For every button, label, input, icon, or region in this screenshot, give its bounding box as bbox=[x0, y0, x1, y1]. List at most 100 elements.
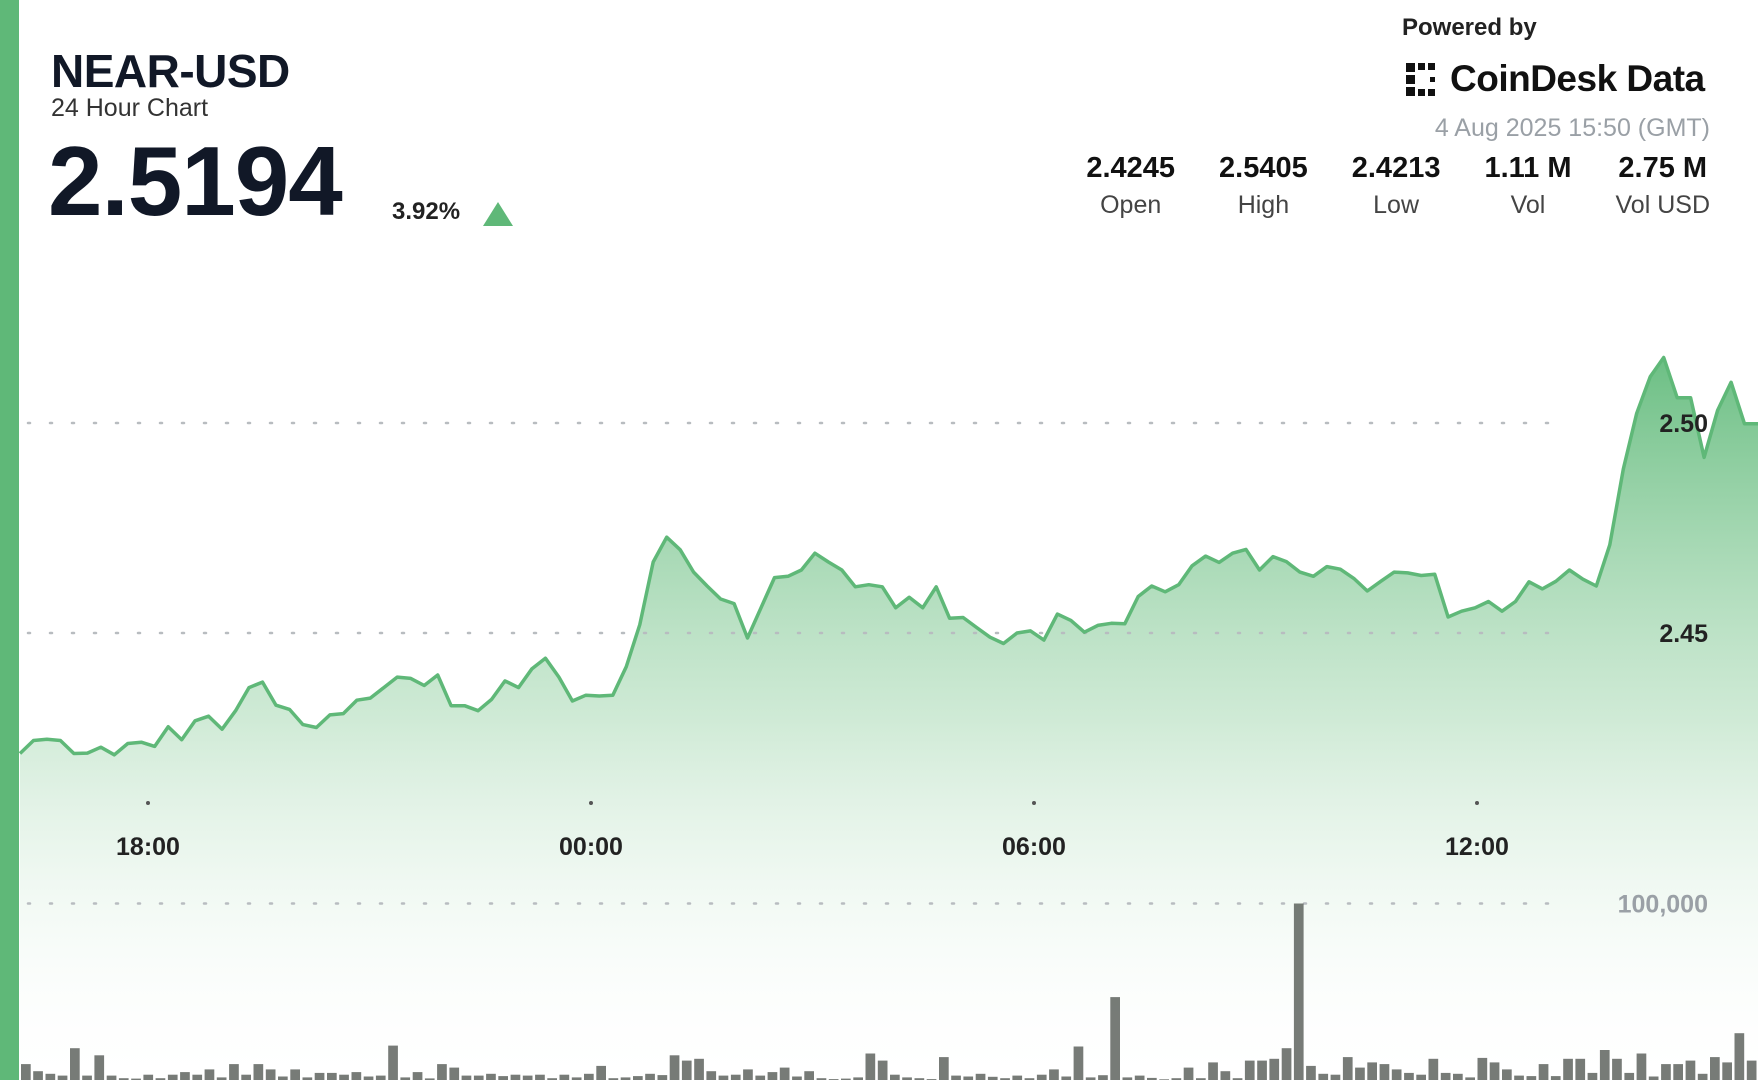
stat-volume: 1.11 M Vol bbox=[1484, 152, 1571, 220]
stat-open: 2.4245 Open bbox=[1086, 152, 1175, 220]
volume-bar bbox=[1734, 1033, 1745, 1080]
volume-bar bbox=[510, 1074, 521, 1080]
volume-bar bbox=[1110, 997, 1120, 1080]
stat-high: 2.5405 High bbox=[1219, 152, 1308, 220]
stat-value: 1.11 M bbox=[1484, 152, 1572, 184]
up-arrow-icon bbox=[483, 202, 513, 226]
volume-bar bbox=[1012, 1075, 1023, 1080]
volume-bar bbox=[1661, 1064, 1671, 1080]
volume-bar bbox=[241, 1074, 251, 1080]
volume-bar bbox=[804, 1071, 814, 1080]
volume-bar bbox=[963, 1076, 974, 1080]
volume-bar bbox=[1257, 1060, 1267, 1080]
volume-bar bbox=[1232, 1078, 1243, 1080]
x-tick-label: 18:00 bbox=[116, 833, 180, 861]
volume-bar bbox=[1612, 1058, 1622, 1080]
volume-bar bbox=[216, 1077, 227, 1080]
volume-bar bbox=[192, 1074, 203, 1080]
volume-bar bbox=[694, 1058, 704, 1080]
volume-bar bbox=[853, 1077, 863, 1080]
volume-bar bbox=[1636, 1053, 1647, 1080]
volume-bar bbox=[1453, 1073, 1463, 1080]
volume-bar bbox=[669, 1055, 680, 1080]
volume-bar bbox=[1673, 1064, 1683, 1080]
volume-bar bbox=[706, 1071, 717, 1080]
volume-bar bbox=[1477, 1057, 1488, 1080]
volume-bar bbox=[363, 1076, 374, 1080]
volume-bar bbox=[645, 1073, 655, 1080]
volume-bar bbox=[1624, 1072, 1635, 1080]
volume-bar bbox=[620, 1077, 631, 1080]
volume-bar bbox=[1220, 1071, 1231, 1080]
volume-bar bbox=[155, 1078, 166, 1080]
stat-label: Vol bbox=[1510, 191, 1546, 219]
volume-bar bbox=[204, 1069, 215, 1080]
volume-bar bbox=[1526, 1076, 1537, 1080]
volume-bar bbox=[1073, 1046, 1084, 1080]
volume-bar bbox=[424, 1078, 435, 1080]
volume-bar bbox=[681, 1060, 692, 1080]
volume-bar bbox=[339, 1074, 349, 1080]
volume-bar bbox=[1330, 1074, 1341, 1080]
stat-value: 2.5405 bbox=[1219, 152, 1308, 184]
volume-bar bbox=[461, 1075, 472, 1080]
volume-bar bbox=[1648, 1076, 1659, 1080]
current-price: 2.5194 bbox=[48, 126, 343, 236]
volume-bar bbox=[1575, 1058, 1586, 1080]
volume-bar bbox=[755, 1075, 766, 1080]
volume-bar bbox=[535, 1074, 545, 1080]
volume-bar bbox=[1722, 1062, 1732, 1080]
volume-bar bbox=[743, 1069, 753, 1080]
volume-bar bbox=[1061, 1076, 1072, 1080]
volume-bar bbox=[351, 1072, 362, 1080]
symbol-title: NEAR-USD bbox=[51, 45, 290, 97]
volume-bar bbox=[1183, 1067, 1194, 1080]
volume-bar bbox=[779, 1067, 790, 1080]
volume-bar bbox=[278, 1076, 288, 1080]
volume-bar bbox=[987, 1076, 998, 1080]
volume-bar bbox=[939, 1057, 949, 1080]
price-line bbox=[18, 355, 1758, 757]
volume-bar bbox=[1342, 1057, 1353, 1080]
volume-bar bbox=[400, 1077, 411, 1080]
chart-subtitle: 24 Hour Chart bbox=[51, 94, 209, 122]
x-tick-mark bbox=[1475, 801, 1479, 805]
stat-low: 2.4213 Low bbox=[1352, 152, 1441, 220]
volume-bar bbox=[1391, 1069, 1402, 1080]
volume-bar bbox=[1710, 1057, 1720, 1080]
volume-bar bbox=[437, 1064, 447, 1080]
volume-bar bbox=[1318, 1073, 1329, 1080]
volume-bar bbox=[486, 1073, 496, 1080]
stat-value: 2.4245 bbox=[1086, 152, 1176, 184]
coindesk-logo-icon bbox=[1406, 63, 1435, 96]
volume-bar bbox=[1563, 1058, 1573, 1080]
volume-bar bbox=[1049, 1069, 1059, 1080]
volume-bar bbox=[94, 1055, 105, 1080]
x-tick-mark bbox=[589, 801, 593, 805]
volume-bar bbox=[57, 1075, 68, 1080]
volume-bar bbox=[1036, 1074, 1047, 1080]
volume-bar bbox=[45, 1073, 56, 1080]
volume-bar bbox=[1098, 1075, 1108, 1080]
volume-bar bbox=[1269, 1058, 1280, 1080]
price-area bbox=[20, 357, 1758, 1080]
stats-row: 2.4245 Open 2.5405 High 2.4213 Low 1.11 … bbox=[1042, 152, 1710, 220]
volume-bar bbox=[1599, 1050, 1610, 1080]
volume-bar bbox=[1404, 1072, 1414, 1080]
volume-bar bbox=[106, 1075, 117, 1080]
volume-bar bbox=[70, 1048, 80, 1080]
volume-bar bbox=[1024, 1078, 1035, 1080]
volume-bar bbox=[1550, 1076, 1561, 1080]
price-change-percent: 3.92% bbox=[392, 198, 461, 225]
volume-bar bbox=[975, 1073, 986, 1080]
volume-bar bbox=[327, 1072, 337, 1080]
volume-bar bbox=[82, 1075, 92, 1080]
volume-bar bbox=[1416, 1074, 1426, 1080]
volume-bar bbox=[167, 1074, 178, 1080]
volume-bar bbox=[902, 1077, 912, 1080]
volume-bar bbox=[792, 1076, 802, 1080]
volume-bar bbox=[522, 1075, 533, 1080]
volume-bar bbox=[375, 1075, 386, 1080]
x-tick-mark bbox=[1032, 801, 1036, 805]
volume-bar bbox=[1746, 1060, 1757, 1080]
